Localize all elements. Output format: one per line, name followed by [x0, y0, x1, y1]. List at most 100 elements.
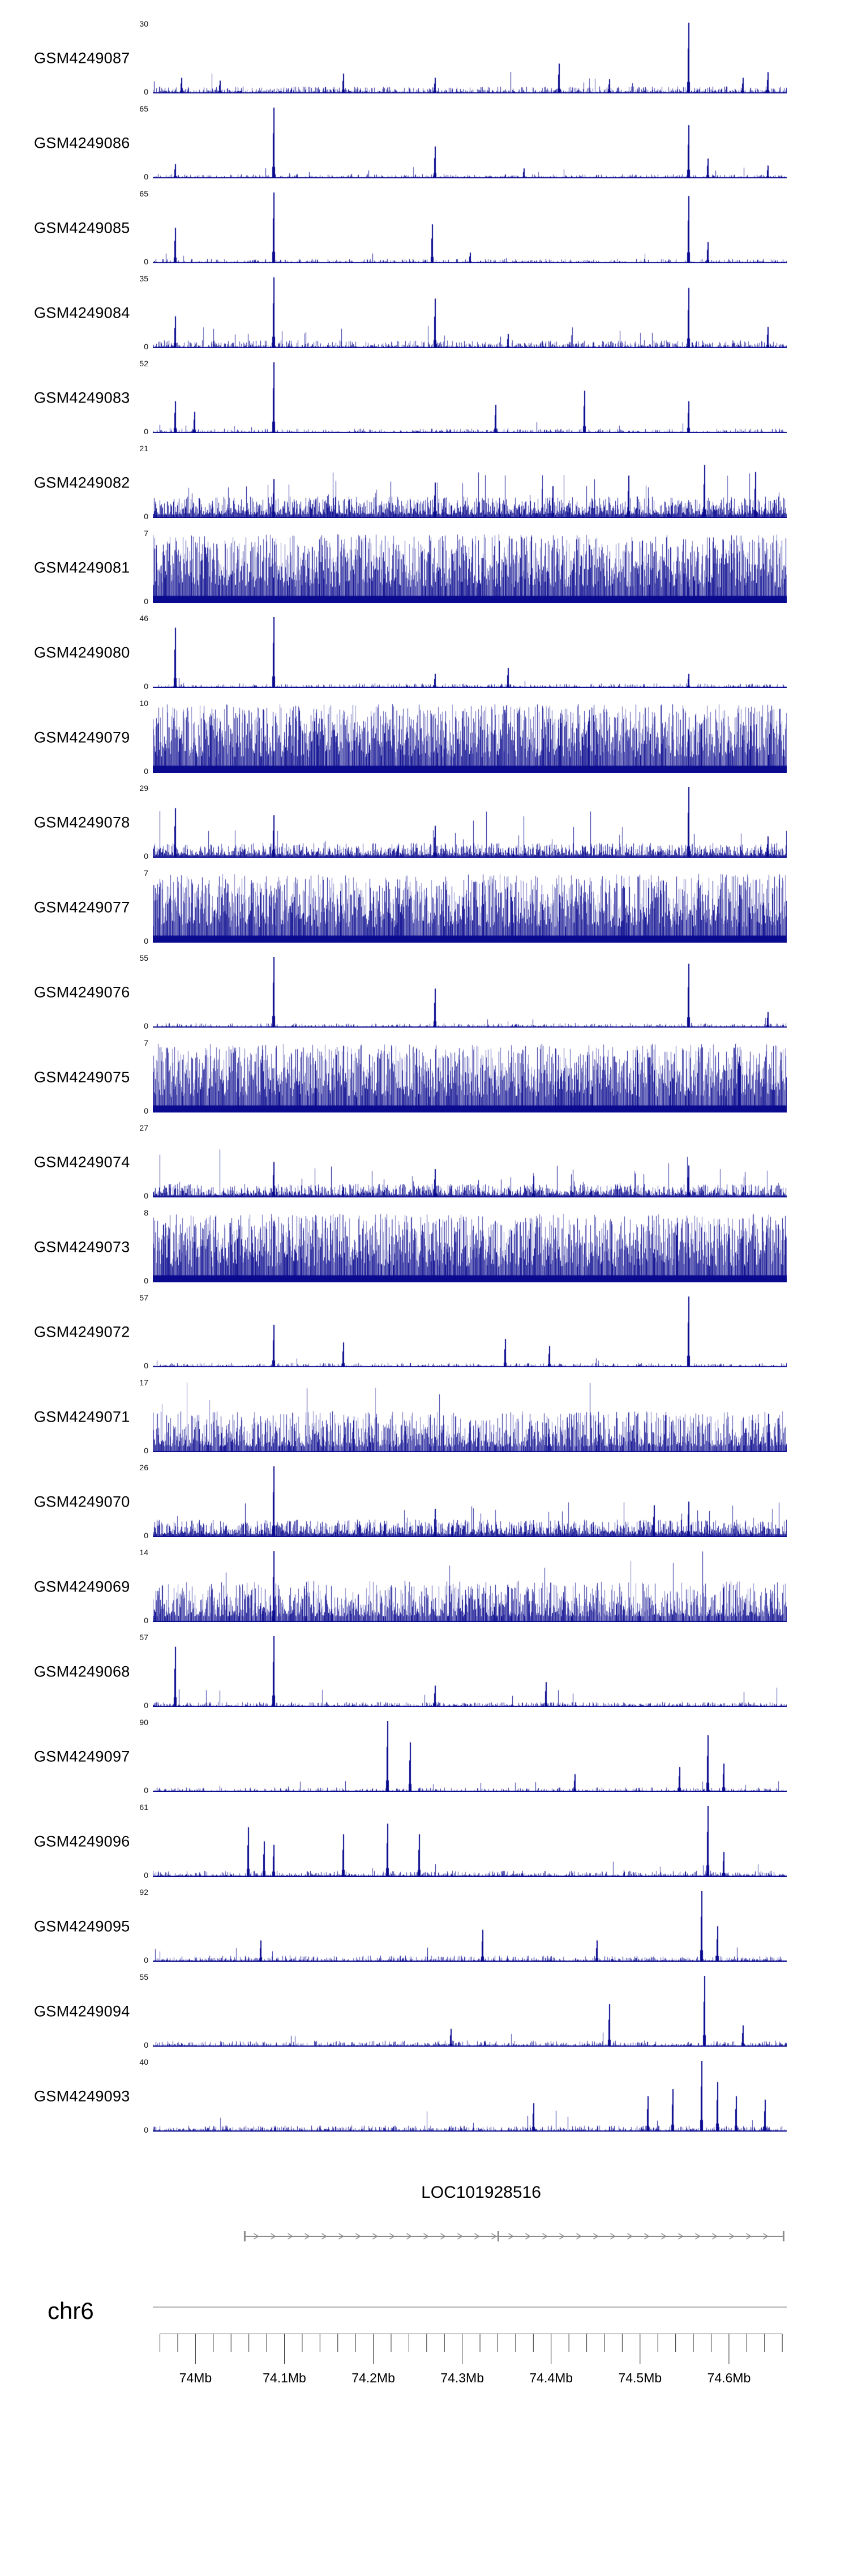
- y-axis-zero-label: 0: [144, 1276, 148, 1285]
- y-axis-zero-label: 0: [144, 172, 148, 181]
- coverage-signal-canvas: [153, 1381, 787, 1452]
- track-label: GSM4249068: [34, 1663, 130, 1680]
- y-axis-max-label: 26: [139, 1463, 148, 1472]
- strand-arrow-icon: [305, 2233, 310, 2240]
- strand-arrow-icon: [254, 2233, 259, 2240]
- track-plot: 27 0: [139, 1124, 787, 1200]
- gene-annotation-track: LOC101928516: [0, 2139, 849, 2275]
- track-label: GSM4249083: [34, 389, 130, 406]
- y-axis-zero-label: 0: [144, 1955, 148, 1965]
- strand-arrow-icon: [423, 2233, 429, 2240]
- track-row: GSM4249074 27 0: [0, 1120, 849, 1205]
- strand-arrow-icon: [644, 2233, 650, 2240]
- strand-arrow-icon: [712, 2233, 718, 2240]
- track-row: GSM4249071 17 0: [0, 1375, 849, 1460]
- chromosome-axis-track: chr6 74Mb 74.1Mb 74.2Mb 74.3Mb 74.4Mb 74.5Mb 7…: [0, 2287, 849, 2446]
- coverage-signal-canvas: [153, 2061, 787, 2132]
- axis-tick-label: 74.1Mb: [263, 2370, 306, 2385]
- coverage-signal-canvas: [153, 23, 787, 93]
- track-row: GSM4249086 65 0: [0, 101, 849, 186]
- y-axis-zero-label: 0: [144, 257, 148, 266]
- track-label: GSM4249081: [34, 559, 130, 576]
- track-plot: 90 0: [139, 1718, 787, 1794]
- coverage-signal-canvas: [153, 1721, 787, 1792]
- track-plot: 35 0: [139, 275, 787, 350]
- coverage-signal-canvas: [153, 1891, 787, 1962]
- track-plot: 17 0: [139, 1379, 787, 1454]
- track-label: GSM4249072: [34, 1323, 130, 1341]
- coverage-signal-canvas: [153, 1042, 787, 1112]
- y-axis-max-label: 21: [139, 444, 148, 453]
- track-label: GSM4249079: [34, 729, 130, 746]
- strand-arrow-icon: [271, 2233, 276, 2240]
- strand-arrow-icon: [661, 2233, 667, 2240]
- y-axis-zero-label: 0: [144, 1021, 148, 1030]
- strand-arrow-icon: [610, 2233, 616, 2240]
- y-axis-max-label: 92: [139, 1888, 148, 1897]
- track-label: GSM4249078: [34, 814, 130, 831]
- y-axis-zero-label: 0: [144, 512, 148, 521]
- track-row: GSM4249087 30 0: [0, 16, 849, 101]
- genome-axis-ruler: 74Mb 74.1Mb 74.2Mb 74.3Mb 74.4Mb 74.5Mb 74.6Mb: [153, 2307, 787, 2385]
- coverage-signal-canvas: [153, 787, 787, 858]
- strand-arrow-icon: [355, 2233, 361, 2240]
- track-row: GSM4249083 52 0: [0, 356, 849, 440]
- strand-arrow-icon: [389, 2233, 395, 2240]
- strand-arrow-icon: [491, 2233, 497, 2240]
- coverage-signal-canvas: [153, 1806, 787, 1877]
- y-axis-zero-label: 0: [144, 87, 148, 96]
- coverage-signal-canvas: [153, 872, 787, 943]
- y-axis-max-label: 7: [144, 868, 148, 878]
- y-axis-max-label: 8: [144, 1208, 148, 1217]
- strand-arrow-icon: [627, 2233, 633, 2240]
- strand-arrow-icon: [542, 2233, 548, 2240]
- y-axis-zero-label: 0: [144, 1106, 148, 1115]
- axis-tick-label: 74Mb: [179, 2370, 212, 2385]
- track-label: GSM4249082: [34, 474, 130, 491]
- y-axis-zero-label: 0: [144, 1446, 148, 1455]
- coverage-signal-canvas: [153, 447, 787, 518]
- axis-tick-label: 74.2Mb: [351, 2370, 395, 2385]
- coverage-signal-canvas: [153, 1127, 787, 1197]
- y-axis-max-label: 14: [139, 1548, 148, 1557]
- strand-arrow-icon: [321, 2233, 327, 2240]
- coverage-signal-canvas: [153, 1296, 787, 1367]
- track-row: GSM4249068 57 0: [0, 1629, 849, 1714]
- y-axis-zero-label: 0: [144, 1531, 148, 1540]
- y-axis-zero-label: 0: [144, 936, 148, 945]
- y-axis-max-label: 57: [139, 1293, 148, 1302]
- track-plot: 55 0: [139, 1973, 787, 2049]
- track-row: GSM4249080 46 0: [0, 610, 849, 695]
- coverage-signal-canvas: [153, 617, 787, 688]
- y-axis-zero-label: 0: [144, 682, 148, 691]
- track-plot: 61 0: [139, 1803, 787, 1879]
- strand-arrow-icon: [525, 2233, 531, 2240]
- track-label: GSM4249075: [34, 1068, 130, 1086]
- track-label: GSM4249080: [34, 644, 130, 661]
- track-label: GSM4249069: [34, 1578, 130, 1595]
- track-row: GSM4249072 57 0: [0, 1290, 849, 1375]
- coverage-signal-canvas: [153, 362, 787, 433]
- track-plot: 57 0: [139, 1633, 787, 1709]
- track-row: GSM4249097 90 0: [0, 1714, 849, 1799]
- track-label: GSM4249097: [34, 1748, 130, 1765]
- y-axis-max-label: 65: [139, 189, 148, 198]
- track-row: GSM4249069 14 0: [0, 1544, 849, 1629]
- track-plot: 57 0: [139, 1294, 787, 1370]
- coverage-signal-canvas: [153, 1976, 787, 2047]
- track-plot: 21 0: [139, 444, 787, 520]
- track-row: GSM4249073 8 0: [0, 1205, 849, 1290]
- track-label: GSM4249073: [34, 1238, 130, 1256]
- track-plot: 30 0: [139, 20, 787, 96]
- track-plot: 65 0: [139, 190, 787, 266]
- coverage-signal-canvas: [153, 1636, 787, 1707]
- y-axis-max-label: 29: [139, 784, 148, 793]
- y-axis-max-label: 35: [139, 274, 148, 283]
- track-row: GSM4249096 61 0: [0, 1799, 849, 1884]
- track-label: GSM4249070: [34, 1493, 130, 1510]
- strand-arrow-icon: [559, 2233, 565, 2240]
- y-axis-zero-label: 0: [144, 767, 148, 776]
- track-label: GSM4249087: [34, 49, 130, 67]
- coverage-signal-canvas: [153, 192, 787, 263]
